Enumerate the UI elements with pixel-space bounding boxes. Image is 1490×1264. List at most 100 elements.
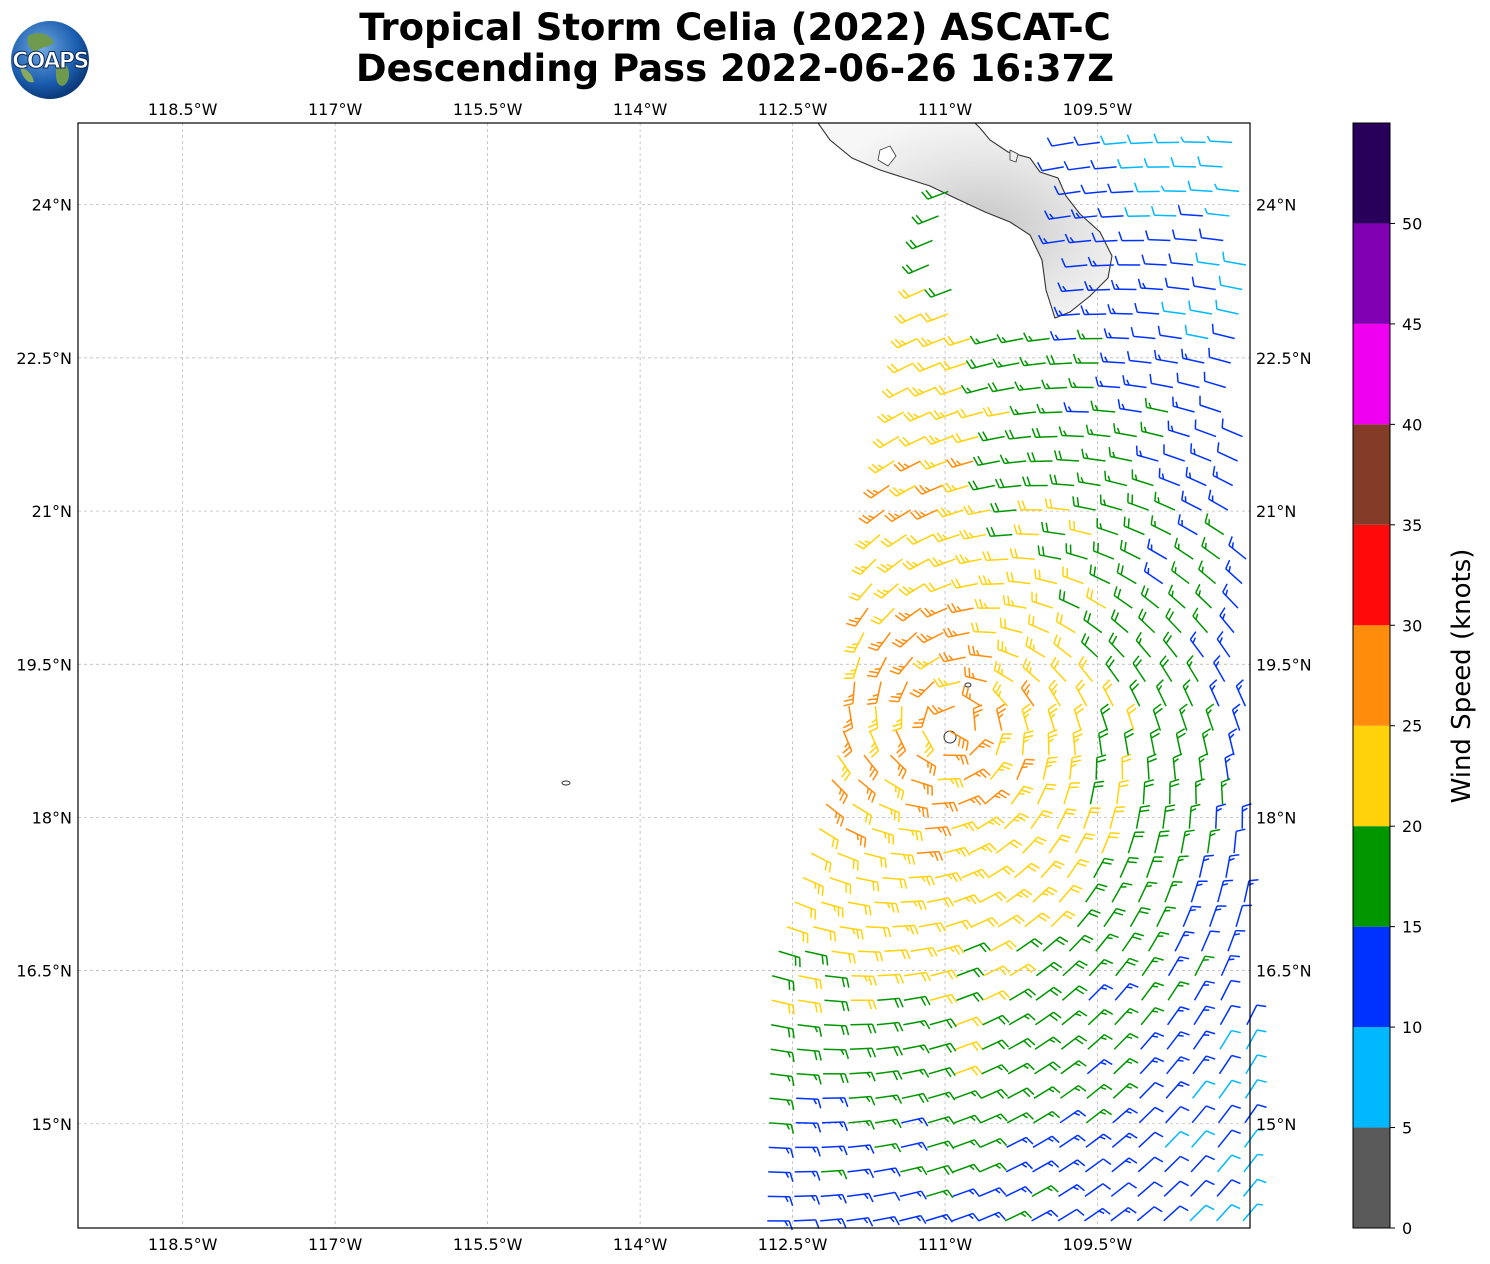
wind-barb	[995, 733, 1013, 756]
wind-barb	[1206, 135, 1233, 144]
wind-barb	[916, 337, 945, 348]
wind-barb	[936, 507, 964, 518]
wind-barb	[1216, 631, 1231, 658]
wind-barb	[1221, 418, 1243, 438]
wind-barb	[1096, 518, 1119, 536]
wind-barb	[850, 999, 877, 1010]
wind-barb	[797, 1024, 823, 1037]
wind-barb	[1162, 631, 1178, 658]
wind-barb	[871, 827, 895, 845]
wind-barb	[1115, 957, 1139, 977]
wind-barb	[981, 1064, 1009, 1075]
lat-tick-label-right: 22.5°N	[1256, 349, 1312, 368]
wind-barb	[1133, 182, 1160, 193]
wind-barb	[1074, 833, 1096, 854]
wind-barb	[1208, 905, 1227, 927]
wind-barb	[866, 925, 892, 938]
wind-barb	[912, 361, 941, 373]
wind-barb	[1191, 276, 1216, 291]
colorbar-segment	[1353, 625, 1390, 726]
wind-barb	[1009, 963, 1037, 977]
wind-barb	[1093, 857, 1114, 879]
wind-barb	[1195, 252, 1220, 266]
wind-barb	[1170, 157, 1196, 168]
wind-barb	[937, 777, 964, 788]
wind-barb	[1089, 780, 1105, 805]
wind-barb	[929, 1018, 957, 1029]
wind-barb	[1243, 1128, 1264, 1148]
wind-barb	[1194, 419, 1217, 438]
lat-tick-label-left: 22.5°N	[16, 349, 72, 368]
wind-barb	[1007, 1062, 1035, 1075]
wind-barb	[894, 313, 922, 324]
wind-barb	[1177, 205, 1203, 217]
wind-barb	[946, 457, 974, 468]
wind-barb	[1035, 1011, 1062, 1026]
wind-barb	[1215, 803, 1227, 829]
wind-barb	[980, 1088, 1009, 1099]
wind-barb	[1191, 1080, 1216, 1099]
wind-barb	[1244, 1103, 1267, 1124]
wind-barb	[1061, 1010, 1088, 1026]
wind-barb	[1007, 1087, 1035, 1099]
wind-barb	[943, 335, 971, 346]
wind-barb	[768, 1146, 794, 1158]
wind-barb	[997, 639, 1019, 658]
wind-barb	[1176, 372, 1200, 389]
wind-barb	[1198, 560, 1217, 585]
wind-barb	[1135, 631, 1152, 658]
wind-barb	[905, 803, 929, 818]
wind-barb	[1203, 371, 1227, 389]
colorbar-tick-label: 15	[1402, 918, 1422, 937]
wind-barb	[950, 578, 978, 589]
wind-barb	[823, 1073, 849, 1084]
wind-barb	[874, 1118, 902, 1129]
wind-barb	[1073, 703, 1084, 731]
wind-barb	[1193, 980, 1215, 1001]
wind-barb	[1073, 136, 1101, 146]
colorbar-segment	[1353, 926, 1390, 1028]
wind-barb	[1113, 423, 1137, 438]
wind-barb	[1167, 584, 1186, 609]
wind-barb	[1152, 703, 1163, 731]
colorbar-segment	[1353, 826, 1390, 927]
wind-barb	[943, 754, 969, 765]
wind-barb	[933, 677, 961, 688]
wind-barb	[1225, 559, 1243, 585]
wind-barb	[769, 1122, 795, 1134]
wind-barb	[867, 460, 895, 474]
wind-barb	[1042, 936, 1069, 952]
wind-barb	[1149, 373, 1174, 389]
colorbar-segment	[1353, 1127, 1390, 1228]
wind-barb	[1110, 279, 1137, 291]
wind-barb	[1062, 960, 1088, 977]
wind-barb	[1194, 778, 1205, 805]
wind-barbs	[767, 133, 1267, 1231]
wind-barb	[1107, 304, 1133, 315]
wind-barb	[1031, 1209, 1059, 1222]
wind-barb	[1164, 1130, 1190, 1148]
wind-barb	[1188, 300, 1213, 315]
wind-barb	[843, 681, 856, 707]
wind-barb	[1139, 1081, 1164, 1099]
wind-barb	[1191, 1105, 1216, 1124]
wind-barb	[1147, 538, 1168, 560]
wind-barb	[1245, 1029, 1267, 1050]
wind-barb	[769, 1097, 795, 1110]
lat-tick-label-left: 24°N	[32, 196, 72, 215]
wind-barb	[898, 827, 923, 842]
wind-barb	[1036, 783, 1057, 805]
wind-barb	[1030, 809, 1053, 830]
wind-barb	[1089, 564, 1111, 585]
wind-barb	[986, 526, 1013, 537]
wind-barb	[1132, 655, 1146, 683]
wind-barb	[1076, 329, 1103, 340]
wind-barb	[953, 894, 981, 905]
wind-barb	[1127, 493, 1149, 511]
wind-barb	[825, 803, 845, 827]
wind-barb	[1102, 679, 1114, 707]
wind-barb	[873, 1191, 901, 1202]
wind-barb	[1087, 1009, 1114, 1026]
wind-barb	[999, 617, 1023, 634]
wind-barb	[919, 459, 948, 470]
